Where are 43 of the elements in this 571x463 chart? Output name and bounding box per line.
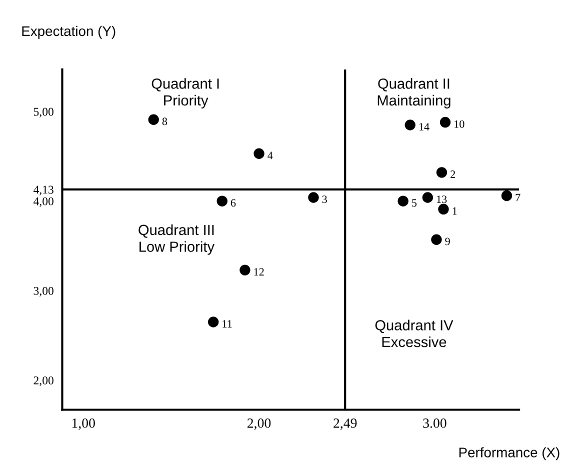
x-tick-label: 2,49 bbox=[334, 418, 357, 430]
annotation: 14 bbox=[419, 123, 430, 130]
annotation: 5 bbox=[412, 199, 417, 207]
annotation: 12 bbox=[254, 268, 264, 276]
point bbox=[501, 190, 512, 202]
annotation: Quadrant IV Excessive bbox=[375, 320, 454, 348]
annotation: 6 bbox=[230, 199, 236, 207]
x-tick-label: 1,00 bbox=[72, 418, 95, 430]
y-tick-label: 4,13 bbox=[33, 186, 54, 196]
annotation: Quadrant III Low Priority bbox=[138, 224, 214, 255]
y-tick-label: 4,00 bbox=[33, 197, 54, 208]
annotation: 8 bbox=[162, 118, 168, 126]
annotation: 7 bbox=[516, 194, 520, 202]
point bbox=[438, 204, 449, 215]
annotation: 11 bbox=[222, 320, 232, 328]
point bbox=[308, 192, 319, 203]
annotation: 10 bbox=[454, 120, 464, 128]
point bbox=[216, 196, 228, 206]
annotation: Quadrant I Priority bbox=[152, 78, 219, 108]
point bbox=[422, 192, 434, 203]
point bbox=[254, 148, 264, 159]
annotation: 4 bbox=[268, 152, 273, 160]
annotation: Quadrant II Maintaining bbox=[378, 78, 450, 108]
x-tick-label: 3.00 bbox=[423, 418, 446, 428]
point bbox=[148, 114, 159, 125]
y-tick-label: 3,00 bbox=[34, 286, 54, 297]
point bbox=[404, 120, 416, 130]
point bbox=[436, 167, 448, 178]
point bbox=[240, 264, 250, 276]
point bbox=[431, 234, 442, 245]
point bbox=[398, 196, 408, 206]
point bbox=[440, 116, 451, 128]
annotation: 2 bbox=[450, 170, 456, 178]
point bbox=[208, 316, 219, 328]
annotation: 13 bbox=[436, 196, 447, 204]
y-tick-label: 5,00 bbox=[34, 108, 54, 118]
annotation: 9 bbox=[445, 238, 450, 246]
x-axis-title: Performance (X) bbox=[459, 447, 560, 460]
y-tick-label: 2,00 bbox=[34, 376, 54, 386]
annotation: 1 bbox=[452, 207, 457, 215]
x-tick-label: 2,00 bbox=[247, 418, 271, 430]
annotation: 3 bbox=[322, 196, 327, 204]
y-axis-title: Expectation (Y) bbox=[22, 26, 116, 39]
